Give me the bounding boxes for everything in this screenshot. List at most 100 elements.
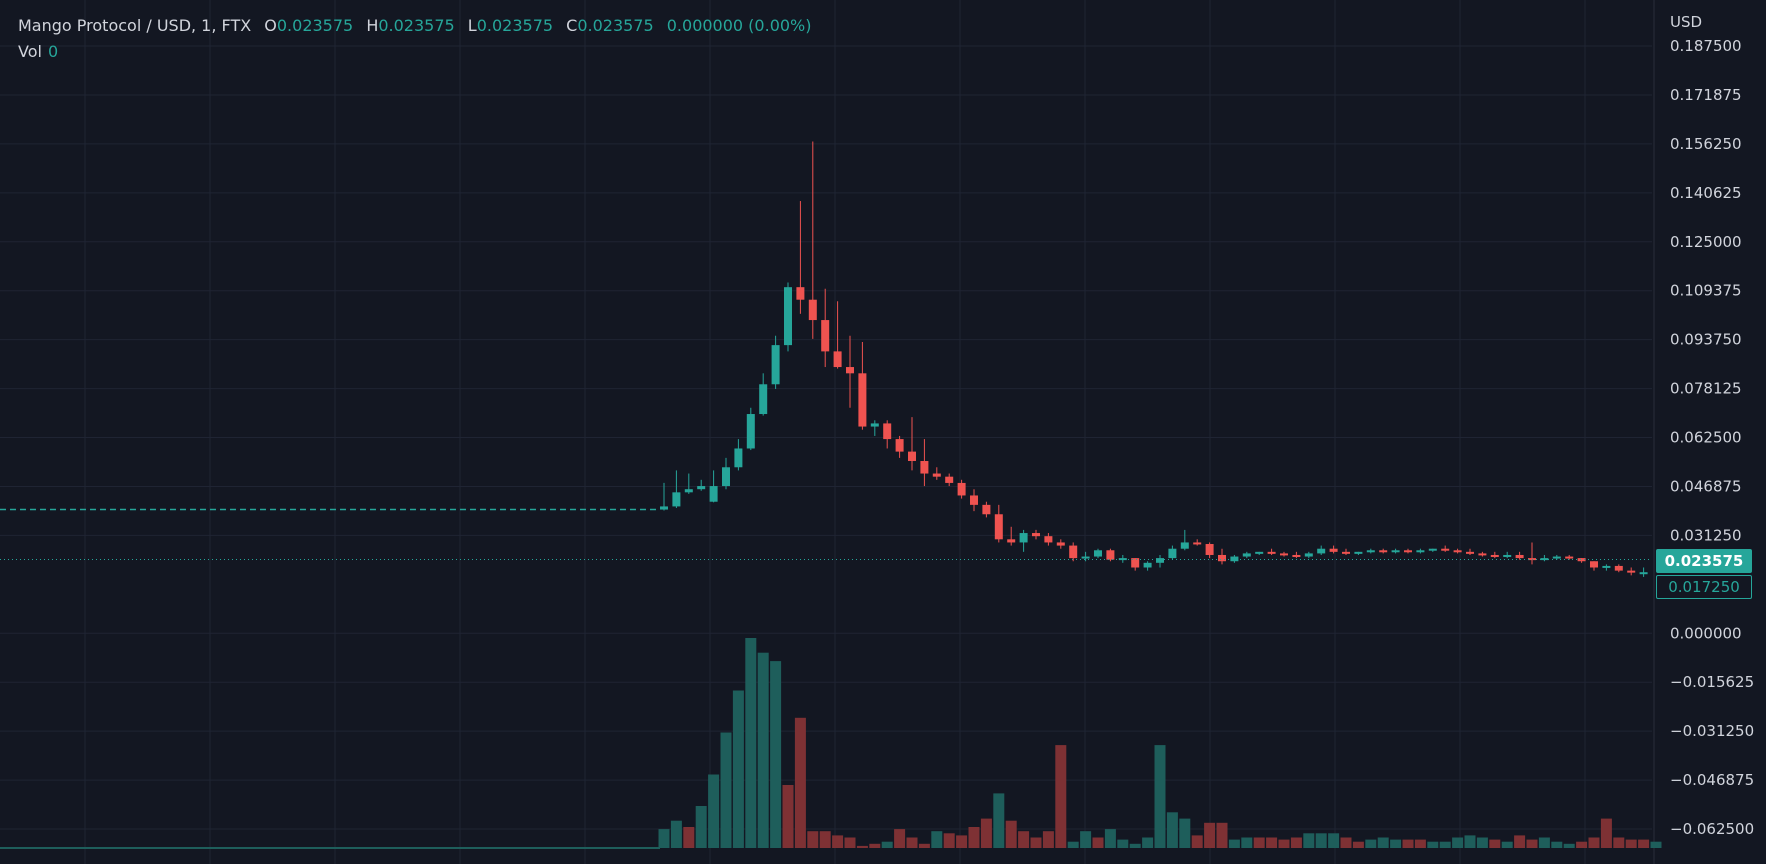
volume-bar xyxy=(670,820,682,848)
candle xyxy=(1242,551,1251,559)
volume-bar xyxy=(1266,837,1278,848)
candle xyxy=(1614,564,1623,573)
candle-body xyxy=(1614,565,1623,571)
volume-bar xyxy=(906,837,918,848)
low-label: L xyxy=(467,16,477,35)
candle-body xyxy=(1032,533,1040,537)
volume-bar xyxy=(1290,837,1302,848)
volume-bar xyxy=(1067,841,1079,848)
candle xyxy=(697,479,706,491)
candle xyxy=(821,288,830,368)
price-tick-label: −0.062500 xyxy=(1670,820,1754,838)
candle-body xyxy=(1156,558,1164,563)
volume-bar xyxy=(1365,839,1377,848)
candle-body xyxy=(1280,553,1288,556)
volume-bar xyxy=(1117,839,1129,848)
candle-body xyxy=(1094,550,1102,557)
candle-body xyxy=(1366,550,1375,553)
volume-bar xyxy=(1427,841,1439,848)
volume-bar xyxy=(1241,837,1253,848)
candle-body xyxy=(970,495,978,505)
candle-body xyxy=(883,423,892,440)
volume-bar xyxy=(1650,841,1662,848)
candle xyxy=(895,435,904,458)
candle-body xyxy=(784,287,792,346)
candle-body xyxy=(1069,545,1078,559)
candle xyxy=(920,439,929,487)
candle-body xyxy=(846,367,854,374)
last-price-tag: 0.023575 xyxy=(1656,549,1752,573)
volume-bar xyxy=(1328,833,1340,848)
volume-bar xyxy=(832,835,844,848)
candle xyxy=(1205,542,1214,559)
candle xyxy=(1478,551,1487,557)
candle xyxy=(1131,558,1140,571)
candle xyxy=(1602,564,1611,571)
candle xyxy=(1627,567,1636,576)
price-tick-label: 0.031250 xyxy=(1670,526,1742,544)
candle xyxy=(1428,548,1437,552)
candle xyxy=(1156,554,1164,568)
volume-bar xyxy=(1452,837,1464,848)
candle xyxy=(1354,551,1363,555)
volume-legend: Vol 0 xyxy=(18,42,58,61)
volume-bar xyxy=(757,652,769,848)
candle-body xyxy=(1230,556,1239,562)
volume-bar xyxy=(1166,812,1178,848)
volume-bar xyxy=(1005,820,1017,848)
volume-bar xyxy=(1414,839,1426,848)
volume-bar xyxy=(1228,839,1240,848)
candle xyxy=(1292,551,1301,559)
candle-body xyxy=(1379,550,1388,553)
candle-body xyxy=(1639,572,1648,575)
candle-body xyxy=(908,451,916,462)
candle-body xyxy=(1404,550,1412,553)
candle xyxy=(1577,558,1586,563)
candle-body xyxy=(1627,570,1636,573)
volume-bar xyxy=(968,827,980,848)
candle-body xyxy=(1515,554,1524,559)
candle-body xyxy=(709,486,718,502)
candle-body xyxy=(1317,548,1326,554)
candle xyxy=(1019,529,1028,552)
candle-body xyxy=(734,448,743,468)
candle xyxy=(1218,548,1226,565)
candle-body xyxy=(1565,556,1574,559)
high-value: 0.023575 xyxy=(378,16,455,35)
price-tick-label: 0.000000 xyxy=(1670,624,1742,642)
candle xyxy=(1490,551,1499,559)
volume-bar xyxy=(1191,835,1203,848)
candle-body xyxy=(1218,554,1226,562)
candle xyxy=(1280,551,1288,557)
candle xyxy=(1168,545,1177,560)
volume-bar xyxy=(1514,835,1526,848)
candle xyxy=(970,489,978,512)
candle xyxy=(1639,567,1648,577)
volume-bar xyxy=(1303,833,1315,848)
volume-bar xyxy=(1055,745,1067,848)
volume-bar xyxy=(943,833,955,848)
volume-bar xyxy=(1390,839,1402,848)
price-tick-label: 0.093750 xyxy=(1670,331,1742,349)
candle-body xyxy=(1342,551,1350,554)
volume-bar xyxy=(745,638,757,848)
candle-body xyxy=(1081,556,1090,559)
candle-body xyxy=(1602,565,1611,568)
candle-body xyxy=(1242,553,1251,557)
volume-bar xyxy=(1476,837,1488,848)
candle xyxy=(957,479,966,499)
candle-body xyxy=(821,320,830,352)
vol-value: 0 xyxy=(47,42,59,61)
price-tick-label: −0.046875 xyxy=(1670,771,1754,789)
candle xyxy=(846,335,854,408)
volume-bar xyxy=(1042,831,1054,848)
candle-body xyxy=(1577,558,1586,562)
candle-body xyxy=(858,373,867,427)
low-price-tag: 0.017250 xyxy=(1656,575,1752,599)
currency-label[interactable]: USD xyxy=(1670,13,1703,31)
candles-layer xyxy=(660,141,1648,577)
candle-body xyxy=(759,384,768,415)
